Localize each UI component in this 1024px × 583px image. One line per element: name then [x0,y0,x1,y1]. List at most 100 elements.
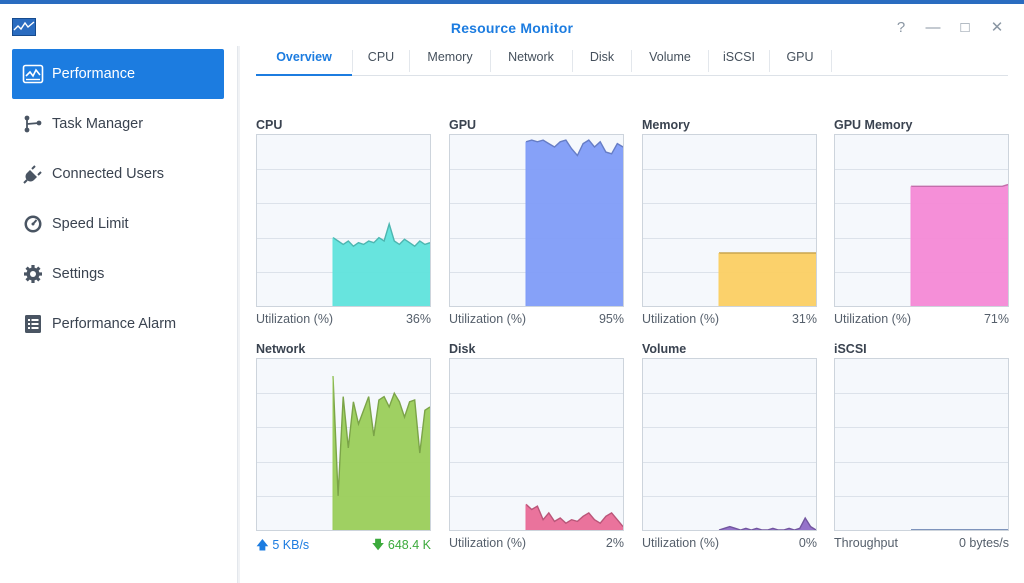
metric-value: 95% [598,312,624,326]
iscsi-panel: iSCSI Throughput 0 bytes/s [834,342,1009,557]
upload-value: 5 KB/s [272,538,310,552]
tab-separator [708,50,709,72]
tab-separator [831,50,832,72]
title-bar: Resource Monitor ? — □ ✕ [0,8,1024,46]
metric-label: Throughput [834,536,898,550]
sidebar-item-performance-alarm[interactable]: Performance Alarm [12,299,224,349]
series-line [332,376,430,496]
help-button[interactable]: ? [896,19,906,36]
metric-value: 31% [791,312,817,326]
tab-bar: Overview CPU Memory Network Disk Volume … [256,46,1008,76]
maximize-button[interactable]: □ [960,19,970,36]
sidebar-item-label: Speed Limit [52,216,129,232]
memory-panel: Memory Utilization (%) 31% [642,118,817,333]
panel-title: Disk [449,342,476,356]
series-area [719,518,816,530]
chart-svg [835,393,1008,530]
chart-svg [257,169,430,306]
series-line [525,503,623,528]
panel-title: Memory [642,118,690,132]
tab-separator [769,50,770,72]
metric-label: Utilization (%) [449,536,527,550]
disk-graph [449,358,624,531]
tab-separator [631,50,632,72]
disk-panel: Disk Utilization (%) 2% [449,342,624,557]
plug-icon [22,163,44,185]
metric-label: Utilization (%) [642,536,720,550]
gear-icon [22,263,44,285]
series-area [333,376,430,530]
chart-svg [643,169,816,306]
download-arrow-icon: 🡇 [371,538,385,552]
chart-svg [257,376,430,530]
series-area [911,184,1008,306]
tab-disk[interactable]: Disk [589,50,615,64]
upload-arrow-icon: 🡅 [256,538,269,552]
sidebar-item-connected-users[interactable]: Connected Users [12,149,224,199]
chart-svg [835,169,1008,306]
sidebar-item-task-manager[interactable]: Task Manager [12,99,224,149]
metric-value: 71% [983,312,1009,326]
panel-title: iSCSI [834,342,867,356]
metric-value: 36% [405,312,431,326]
gpu-panel: GPU Utilization (%) 95% [449,118,624,333]
chart-svg [643,393,816,530]
series-line [525,139,623,157]
metric-value: 0 bytes/s [958,536,1009,550]
upload-rate: 🡅 5 KB/s [256,536,309,557]
panel-title: Volume [642,342,687,356]
tab-volume[interactable]: Volume [649,50,691,64]
gpu-memory-graph [834,134,1009,307]
tab-separator [352,50,353,72]
chart-svg [450,139,623,306]
sidebar-item-settings[interactable]: Settings [12,249,224,299]
document-list-icon [22,313,44,335]
close-button[interactable]: ✕ [990,19,1004,36]
cpu-graph [256,134,431,307]
cpu-panel: CPU Utilization (%) 36% [256,118,431,333]
tab-memory[interactable]: Memory [427,50,473,64]
task-manager-icon [22,113,44,135]
metric-label: Utilization (%) [642,312,720,326]
panel-title: Network [256,342,306,356]
tab-gpu[interactable]: GPU [786,50,814,64]
panel-title: CPU [256,118,283,132]
tab-separator [490,50,491,72]
sidebar-item-speed-limit[interactable]: Speed Limit [12,199,224,249]
series-area [526,140,623,306]
gpu-memory-panel: GPU Memory Utilization (%) 71% [834,118,1009,333]
metric-label: Utilization (%) [449,312,527,326]
sidebar: Performance Task Manager Connected Users… [0,46,236,583]
sidebar-item-label: Settings [52,266,105,282]
resource-monitor-app-icon [12,18,36,36]
series-line [718,516,816,530]
sidebar-item-label: Performance Alarm [52,316,177,332]
tab-separator [572,50,573,72]
network-graph [256,358,431,531]
performance-icon [22,63,44,85]
series-area [333,223,430,306]
tab-overview[interactable]: Overview [256,46,352,76]
tab-cpu[interactable]: CPU [367,50,395,64]
download-rate: 🡇 648.4 K [372,536,431,557]
metric-label: Utilization (%) [256,312,334,326]
gpu-graph [449,134,624,307]
metric-label: Utilization (%) [834,312,912,326]
tab-iscsi[interactable]: iSCSI [723,50,755,64]
tab-network[interactable]: Network [508,50,554,64]
network-panel: Network 🡅 5 KB/s 🡇 648.4 K [256,342,431,557]
series-area [526,504,623,530]
minimize-button[interactable]: — [925,19,941,36]
sidebar-item-performance[interactable]: Performance [12,49,224,99]
panel-title: GPU Memory [834,118,913,132]
window-title: Resource Monitor [450,20,574,36]
metric-value: 0% [798,536,817,550]
speedometer-icon [22,213,44,235]
chart-svg [450,393,623,530]
download-value: 648.4 K [387,538,431,552]
volume-panel: Volume Utilization (%) 0% [642,342,817,557]
series-line [911,183,1008,187]
sidebar-item-label: Connected Users [52,166,165,182]
sidebar-divider [237,46,240,583]
